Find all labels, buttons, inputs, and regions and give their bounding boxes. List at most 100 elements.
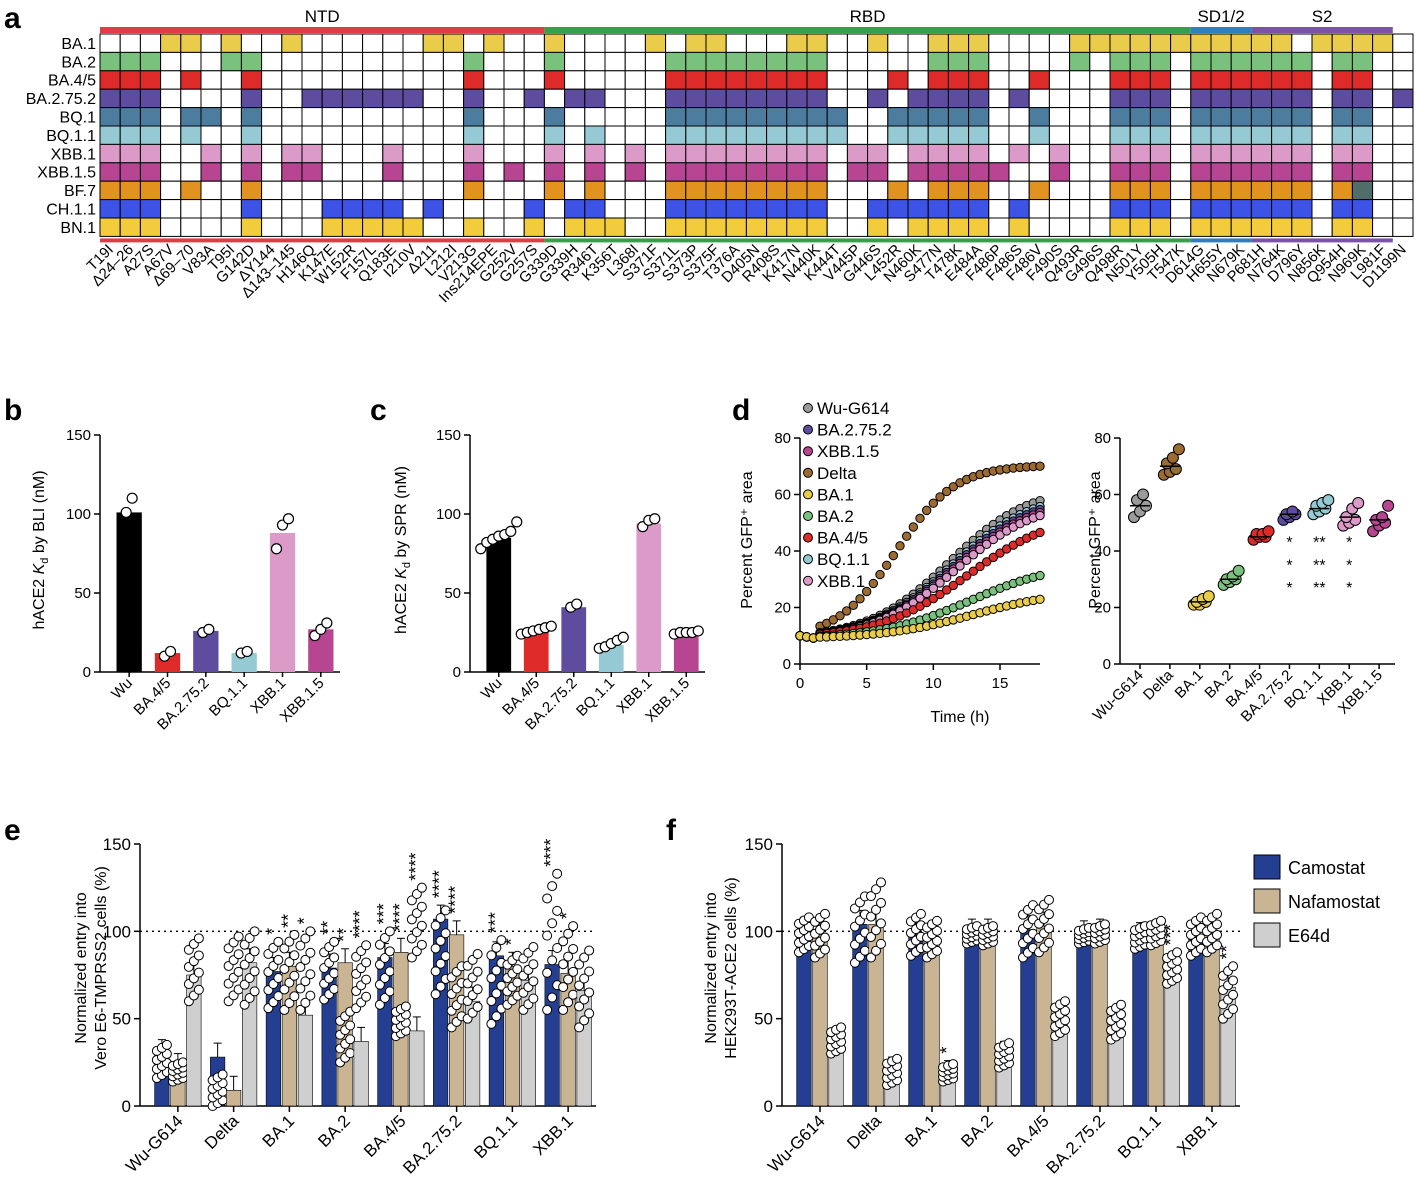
cell-bq-1-1-21	[523, 125, 545, 145]
cell-ba-1-25	[604, 33, 626, 53]
cell-ch-1-1-64	[1392, 199, 1414, 219]
cell-ba-4-5-36	[826, 70, 848, 90]
cell-ba-2-75-2-64	[1392, 88, 1414, 109]
cell-ch-1-1-20	[503, 199, 525, 219]
cell-bq-1-40	[907, 107, 929, 127]
cell-xbb-1-5-51	[1129, 162, 1151, 182]
cell-xbb-1-5-16	[422, 162, 444, 182]
vero-point-ba-2-75-2-e64d-11	[472, 949, 483, 960]
vero-point-delta-e64d-3	[239, 979, 250, 990]
vero-point-ba-4-5-e64d-5	[416, 920, 427, 931]
cell-ba-2-75-2-48	[1069, 88, 1091, 109]
vero-point-ba-2-75-2-camostat-7	[435, 935, 446, 946]
spr-bar-xbb-1	[636, 523, 662, 672]
cell-bq-1-27	[644, 107, 667, 127]
cell-bq-1-1-11	[321, 125, 343, 145]
cell-ba-4-5-42	[947, 70, 970, 90]
gfp-end-star-bq-1-1-1: **	[1313, 557, 1325, 574]
gfp-end-point-delta-5	[1172, 443, 1185, 456]
cell-ch-1-1-58	[1271, 199, 1293, 219]
cell-xbb-1-5-20	[503, 162, 525, 182]
cell-bq-1-1-28	[665, 125, 687, 145]
vero-star-ba-4-5-e64d: ****	[406, 853, 426, 881]
cell-bq-1-3	[160, 107, 182, 127]
bli-y-axis-label: hACE2 Kd by BLI (nM)	[31, 470, 51, 629]
vero-point-bq-1-1-camostat-4	[491, 988, 502, 999]
cell-bq-1-1-59	[1291, 125, 1313, 145]
cell-ba-2-31	[725, 51, 747, 72]
cell-ba-4-5-7	[240, 70, 263, 90]
bli-ytick-label-150: 150	[66, 427, 91, 444]
bli-point-ba-2-75-2-1	[203, 623, 215, 635]
cell-ba-2-75-2-23	[564, 88, 586, 109]
cell-xbb-1-18	[463, 143, 485, 164]
panel-e-label: e	[4, 814, 21, 847]
hek-point-ba-1-nafamostat-11	[932, 915, 942, 926]
hek-point-delta-nafamostat-11	[876, 877, 886, 888]
cell-bq-1-1-27	[644, 125, 667, 145]
cell-xbb-1-5-27	[644, 162, 667, 182]
hek-star-bq-1-1-e64d: ***	[1161, 924, 1181, 945]
hek-star-ba-1-e64d: *	[937, 1047, 957, 1054]
cell-bn-1-31	[725, 217, 747, 237]
gfp-end-ytick-label-80: 80	[1094, 430, 1111, 447]
cell-ba-2-57	[1250, 51, 1273, 72]
cell-bf-7-37	[846, 180, 869, 201]
cell-bq-1-34	[786, 107, 808, 127]
hek-point-wu-g614-nafamostat-2	[820, 944, 830, 955]
cell-ba-2-60	[1311, 51, 1333, 72]
vero-point-ba-1-e64d-8	[305, 947, 316, 958]
cell-bf-7-39	[887, 180, 909, 201]
panel-c-label: c	[370, 394, 387, 427]
gfp-end-point-wu-g614-4	[1137, 488, 1149, 501]
cell-bf-7-31	[725, 180, 747, 201]
cell-ch-1-1-49	[1089, 199, 1111, 219]
cell-xbb-1-5-19	[483, 162, 505, 182]
gfp-end-ytick-label-0: 0	[1103, 656, 1111, 673]
cell-bq-1-1-48	[1069, 125, 1091, 145]
vero-point-ba-4-5-camostat-9	[374, 939, 385, 950]
cell-ba-1-20	[503, 33, 525, 53]
vero-bar-ba-2-e64d	[353, 1041, 369, 1107]
cell-bq-1-1-31	[725, 125, 747, 145]
bli-ytick-label-100: 100	[66, 506, 91, 523]
cell-ch-1-1-47	[1048, 199, 1071, 219]
cell-ba-4-5-31	[725, 70, 747, 90]
cell-xbb-1-5-54	[1190, 162, 1212, 182]
cell-ba-4-5-8	[261, 70, 283, 90]
hek-point-xbb-1-e64d-2	[1228, 1004, 1239, 1015]
cell-bq-1-9	[281, 107, 303, 127]
cell-bq-1-1-8	[261, 125, 283, 145]
cell-ba-2-47	[1048, 51, 1071, 72]
cell-ba-2-75-2-15	[402, 88, 424, 109]
bli-ylabel-prefix: hACE2	[31, 574, 48, 629]
cell-ba-4-5-61	[1331, 70, 1353, 90]
vero-point-xbb-1-e64d-6	[574, 980, 585, 991]
bli-xtick-label-bq-1-1: BQ.1.1	[206, 675, 251, 720]
cell-xbb-1-5-64	[1392, 162, 1414, 182]
vero-point-ba-2-camostat-11	[329, 936, 340, 947]
cell-bn-1-44	[988, 217, 1010, 237]
gfp-end-xtick-label-wu-g614: Wu-G614	[1090, 667, 1147, 724]
vero-entry-bar-chart: 0 50 100 150 Wu-G614 Delta BA.1 BA.2 BA.4/5BA.2.…	[103, 835, 596, 1178]
cell-bn-1-57	[1250, 217, 1273, 237]
cell-ba-2-75-2-3	[160, 88, 182, 109]
cell-bf-7-35	[806, 180, 828, 201]
cell-bf-7-53	[1170, 180, 1192, 201]
vero-point-xbb-1-e64d-10	[579, 952, 590, 963]
cell-ba-2-75-2-17	[442, 88, 465, 109]
cell-bf-7-29	[685, 180, 707, 201]
cell-xbb-1-48	[1069, 143, 1091, 164]
hek-point-xbb-1-e64d-8	[1228, 975, 1239, 986]
hek-point-ba-4-5-nafamostat-5	[1044, 923, 1054, 934]
legend-marker-bq-1-1	[803, 554, 813, 565]
hek-ytick-label-0: 0	[764, 1097, 773, 1116]
cell-ch-1-1-45	[1008, 199, 1030, 219]
cell-bq-1-28	[665, 107, 687, 127]
cell-bq-1-0	[99, 107, 121, 127]
hek-point-delta-nafamostat-10	[871, 884, 881, 895]
cell-xbb-1-63	[1372, 143, 1394, 164]
cell-xbb-1-62	[1351, 143, 1374, 164]
vero-point-bq-1-1-nafamostat-8	[512, 964, 523, 975]
cell-xbb-1-32	[745, 143, 768, 164]
